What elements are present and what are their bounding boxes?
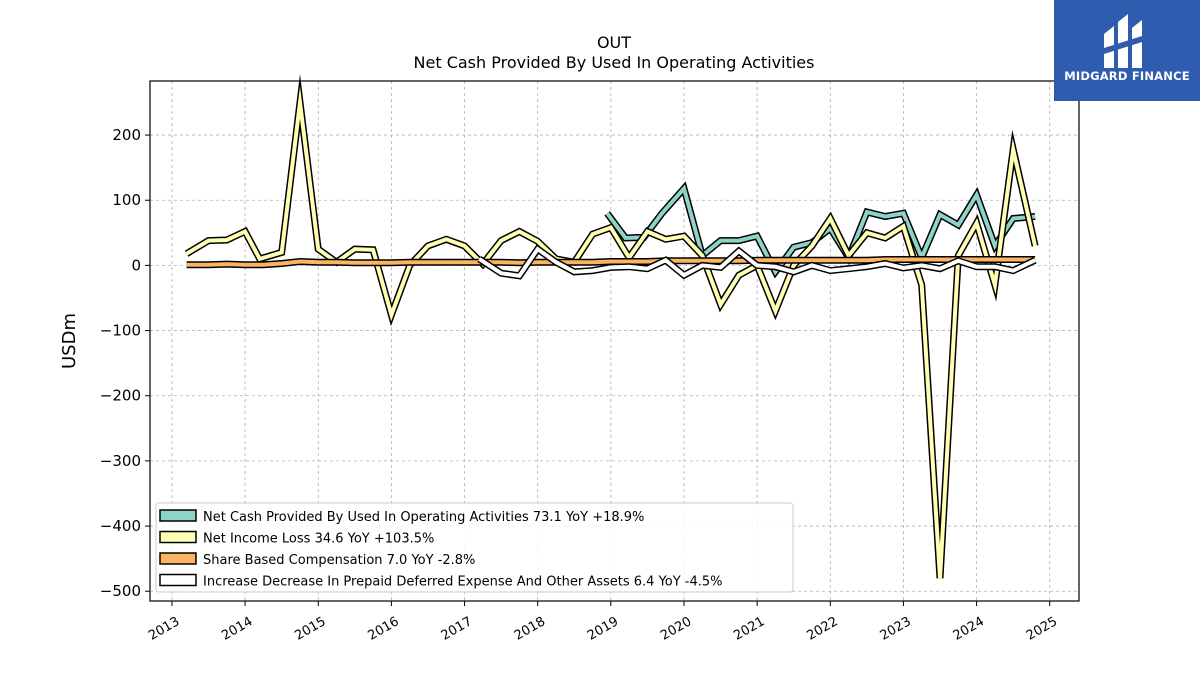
x-tick-label: 2018 <box>512 614 548 644</box>
x-tick-label: 2016 <box>366 614 402 644</box>
y-tick-label: 0 <box>131 256 141 274</box>
legend-item: Increase Decrease In Prepaid Deferred Ex… <box>159 573 723 590</box>
legend-label: Share Based Compensation 7.0 YoY -2.8% <box>203 553 475 568</box>
series-3 <box>186 256 1036 269</box>
x-tick-label: 2025 <box>1024 614 1060 644</box>
series-line <box>185 86 1038 579</box>
y-tick-label: −500 <box>100 582 141 600</box>
y-tick-label: −300 <box>100 452 141 470</box>
x-tick-label: 2024 <box>951 614 987 644</box>
legend-swatch <box>159 573 197 587</box>
series-line <box>478 246 1036 278</box>
legend-box <box>155 502 794 593</box>
x-axis: 2013 2014 2015 2016 2017 2018 2019 2020 2021 2022… <box>146 601 1060 644</box>
legend-swatch <box>159 552 197 565</box>
chart-subtitle: Net Cash Provided By Used In Operating A… <box>414 53 815 72</box>
legend-item: Net Income Loss 34.6 YoY +103.5% <box>159 530 434 547</box>
y-tick-label: −100 <box>100 322 141 340</box>
y-tick-label: −400 <box>100 517 141 535</box>
chart-title: OUT <box>597 33 631 52</box>
x-tick-label: 2023 <box>878 614 914 644</box>
plot-frame <box>149 80 1080 602</box>
x-tick-label: 2015 <box>292 614 328 644</box>
series-4 <box>477 244 1037 280</box>
x-tick-label: 2017 <box>439 614 475 644</box>
x-tick-label: 2013 <box>146 614 182 644</box>
y-tick-label: 100 <box>112 191 141 209</box>
y-axis-label: USDm <box>59 313 80 369</box>
brand-name: MIDGARD FINANCE <box>1064 69 1190 83</box>
series-2 <box>184 73 1039 579</box>
legend-item: Net Cash Provided By Used In Operating A… <box>159 509 644 525</box>
x-tick-label: 2019 <box>585 614 621 644</box>
brand-logo: MIDGARD FINANCE <box>1054 0 1200 101</box>
y-tick-label: 200 <box>112 126 141 144</box>
legend-label: Increase Decrease In Prepaid Deferred Ex… <box>203 575 723 590</box>
x-tick-label: 2021 <box>731 614 767 644</box>
midgard-logo-icon <box>1104 14 1142 68</box>
series-layer <box>184 73 1039 579</box>
legend-swatch <box>159 509 197 522</box>
legend-item: Share Based Compensation 7.0 YoY -2.8% <box>159 552 475 568</box>
x-tick-label: 2022 <box>804 614 840 644</box>
x-tick-label: 2020 <box>658 614 694 644</box>
x-tick-label: 2014 <box>219 614 255 644</box>
y-tick-label: −200 <box>100 387 141 405</box>
series-line <box>186 257 1036 267</box>
legend-swatch <box>159 530 197 544</box>
y-axis: 200 100 0 −100 −200 −300 −400 −500 <box>100 126 150 600</box>
legend: Net Cash Provided By Used In Operating A… <box>155 502 794 593</box>
legend-label: Net Cash Provided By Used In Operating A… <box>203 510 644 525</box>
legend-label: Net Income Loss 34.6 YoY +103.5% <box>203 532 434 547</box>
